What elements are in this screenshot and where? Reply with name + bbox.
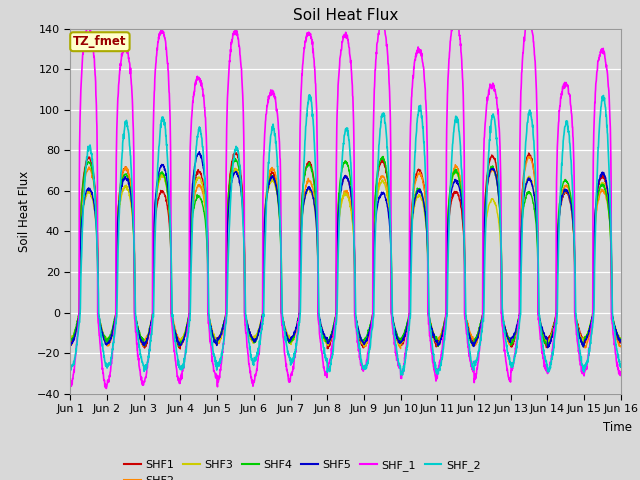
Y-axis label: Soil Heat Flux: Soil Heat Flux <box>18 170 31 252</box>
SHF_1 <box>452 14 460 20</box>
SHF3 <box>617 336 625 341</box>
SHF5 <box>67 342 74 348</box>
SHF_1 <box>220 331 228 336</box>
SHF3 <box>434 343 442 349</box>
SHF5 <box>544 345 552 351</box>
SHF_1 <box>506 378 514 384</box>
SHF2 <box>67 340 74 346</box>
SHF_2 <box>220 338 228 344</box>
SHF1 <box>506 336 514 342</box>
SHF_1 <box>569 124 577 130</box>
SHF3 <box>569 216 577 222</box>
Title: Soil Heat Flux: Soil Heat Flux <box>293 9 398 24</box>
SHF1 <box>231 150 239 156</box>
SHF4 <box>579 344 587 349</box>
SHF_1 <box>67 383 74 389</box>
SHF_1 <box>584 355 592 361</box>
SHF3 <box>220 322 228 327</box>
SHF1 <box>617 339 625 345</box>
SHF5 <box>362 338 369 344</box>
SHF_1 <box>362 362 369 368</box>
SHF5 <box>569 216 577 222</box>
SHF2 <box>374 190 381 196</box>
SHF1 <box>67 338 74 344</box>
SHF2 <box>506 342 513 348</box>
SHF4 <box>362 335 369 341</box>
SHF_2 <box>399 372 406 378</box>
SHF4 <box>67 338 74 344</box>
SHF1 <box>374 172 381 178</box>
Line: SHF1: SHF1 <box>70 153 621 349</box>
SHF_2 <box>506 362 514 368</box>
SHF4 <box>617 336 625 342</box>
SHF2 <box>525 154 533 159</box>
SHF4 <box>584 331 592 337</box>
Line: SHF4: SHF4 <box>70 156 621 347</box>
SHF4 <box>506 336 513 342</box>
SHF_2 <box>305 92 313 97</box>
SHF_2 <box>67 364 74 370</box>
SHF3 <box>67 336 74 341</box>
SHF1 <box>584 334 592 339</box>
SHF1 <box>569 218 577 224</box>
SHF5 <box>220 320 228 325</box>
SHF2 <box>362 343 369 349</box>
SHF4 <box>568 209 576 215</box>
SHF3 <box>374 193 381 199</box>
SHF_2 <box>584 359 592 365</box>
SHF_2 <box>617 364 625 370</box>
X-axis label: Time: Time <box>603 421 632 434</box>
SHF3 <box>584 329 592 335</box>
SHF_1 <box>102 385 110 391</box>
SHF_2 <box>374 169 381 175</box>
SHF5 <box>617 337 625 343</box>
SHF_1 <box>374 39 381 45</box>
SHF4 <box>220 320 228 326</box>
SHF4 <box>374 170 381 176</box>
SHF_2 <box>362 364 369 370</box>
Line: SHF_1: SHF_1 <box>70 17 621 388</box>
SHF5 <box>196 149 204 155</box>
SHF3 <box>232 166 239 172</box>
Line: SHF_2: SHF_2 <box>70 95 621 375</box>
SHF1 <box>177 346 184 352</box>
SHF4 <box>379 154 387 159</box>
Line: SHF2: SHF2 <box>70 156 621 348</box>
SHF2 <box>617 343 625 348</box>
SHF_2 <box>569 190 577 196</box>
Legend: SHF1, SHF2, SHF3, SHF4, SHF5, SHF_1, SHF_2: SHF1, SHF2, SHF3, SHF4, SHF5, SHF_1, SHF… <box>120 456 485 480</box>
SHF5 <box>584 332 592 338</box>
SHF5 <box>374 203 381 208</box>
SHF1 <box>220 319 228 324</box>
SHF2 <box>569 211 577 217</box>
Text: TZ_fmet: TZ_fmet <box>73 35 127 48</box>
Line: SHF3: SHF3 <box>70 169 621 346</box>
SHF1 <box>362 339 370 345</box>
Line: SHF5: SHF5 <box>70 152 621 348</box>
SHF3 <box>362 342 369 348</box>
SHF2 <box>397 346 404 351</box>
SHF3 <box>506 338 514 344</box>
SHF5 <box>506 339 513 345</box>
SHF2 <box>220 323 228 329</box>
SHF2 <box>584 338 592 344</box>
SHF_1 <box>617 369 625 375</box>
